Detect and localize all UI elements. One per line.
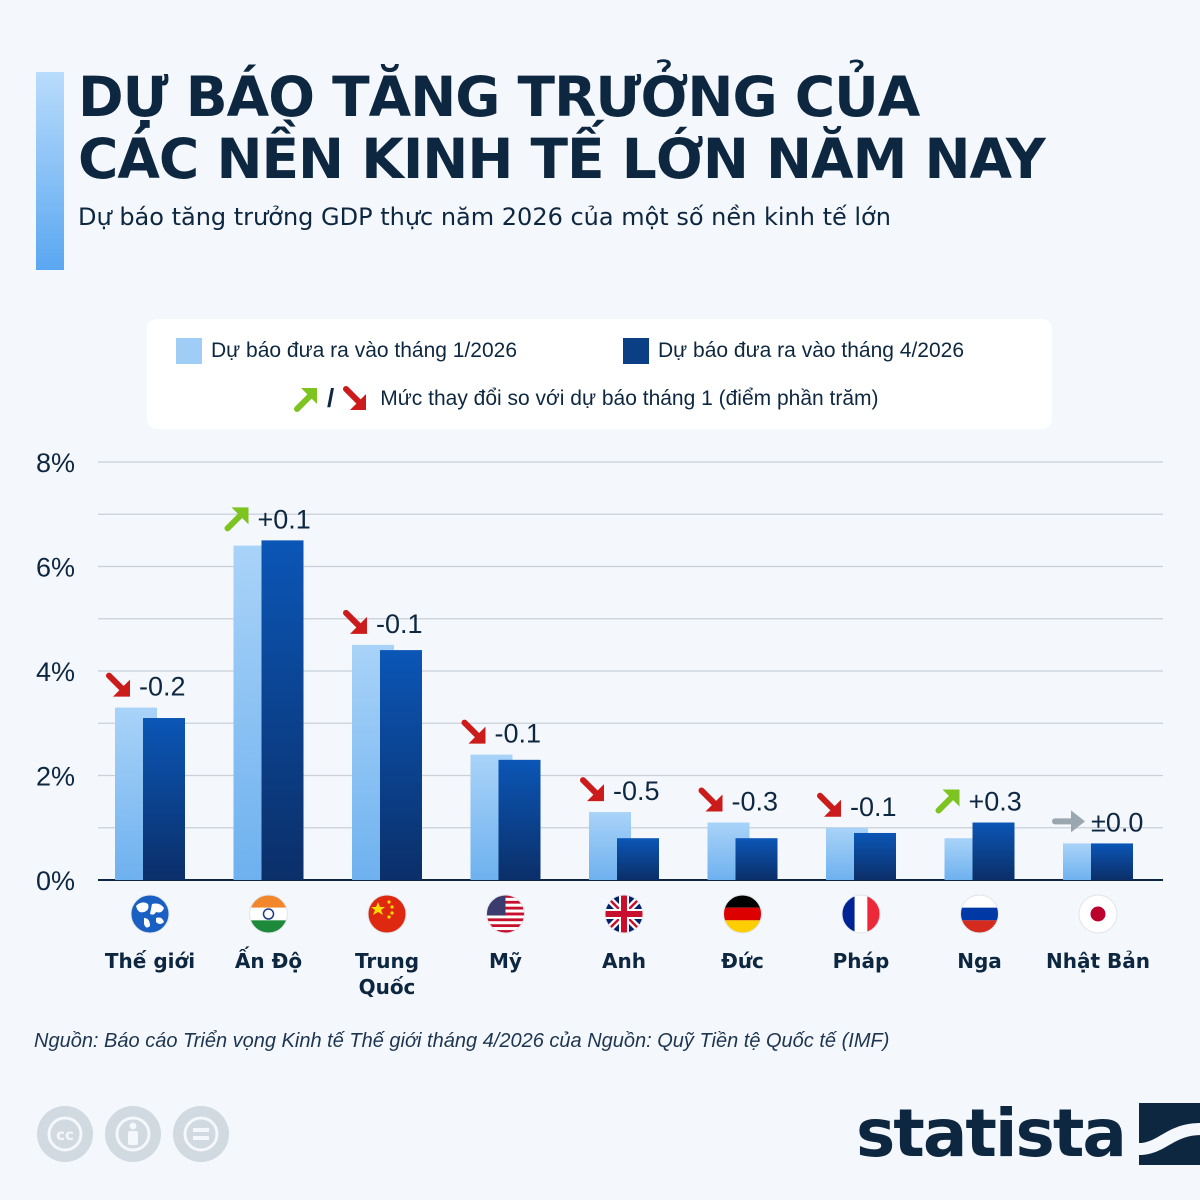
bar-apr-france xyxy=(854,832,896,880)
license-icons: cc xyxy=(37,1106,229,1162)
bar-apr-uk xyxy=(617,838,659,880)
change-arrow-down-icon xyxy=(580,777,604,802)
change-label: -0.1 xyxy=(495,719,542,749)
flag-russia-icon xyxy=(960,894,999,934)
category-label: Pháp xyxy=(833,949,890,973)
attribution-icon xyxy=(105,1106,161,1162)
change-label: -0.5 xyxy=(613,776,660,806)
y-tick-label: 6% xyxy=(36,553,75,583)
up-arrow-icon xyxy=(294,387,317,412)
change-arrow-down-icon xyxy=(106,672,130,697)
statista-logo: statista xyxy=(856,1095,1200,1172)
bar-apr-world xyxy=(143,718,185,880)
category-label: Ấn Độ xyxy=(235,947,302,973)
change-arrow-down-icon xyxy=(698,787,723,812)
legend-separator: / xyxy=(327,383,335,413)
legend: Dự báo đưa ra vào tháng 1/2026 Dự báo đư… xyxy=(147,319,1052,429)
legend-label-change: Mức thay đổi so với dự báo tháng 1 (điểm… xyxy=(380,386,879,410)
change-label: -0.2 xyxy=(139,672,186,702)
source-note: Nguồn: Báo cáo Triển vọng Kinh tế Thế gi… xyxy=(34,1030,890,1052)
accent-bar xyxy=(36,72,64,270)
change-arrow-down-icon xyxy=(461,719,486,744)
change-label: +0.3 xyxy=(969,787,1022,817)
change-arrow-neutral-icon xyxy=(1052,810,1085,833)
change-label: -0.3 xyxy=(732,787,779,817)
category-label: Đức xyxy=(721,949,764,973)
y-tick-label: 4% xyxy=(36,657,75,687)
category-label: Thế giới xyxy=(105,949,195,973)
change-label: ±0.0 xyxy=(1091,807,1143,837)
page-title: DỰ BÁO TĂNG TRƯỞNG CỦA CÁC NỀN KINH TẾ L… xyxy=(78,66,1168,190)
legend-swatch-apr xyxy=(623,338,649,364)
page-subtitle: Dự báo tăng trưởng GDP thực năm 2026 của… xyxy=(78,203,891,231)
down-arrow-icon xyxy=(343,385,367,410)
bar-apr-usa xyxy=(498,759,541,880)
category-label: Anh xyxy=(602,949,646,973)
flag-france-icon xyxy=(841,894,881,934)
legend-item-change: / Mức thay đổi so với dự báo tháng 1 (đi… xyxy=(291,383,879,414)
legend-label-apr: Dự báo đưa ra vào tháng 4/2026 xyxy=(658,339,964,362)
flag-india-icon xyxy=(249,894,288,934)
flag-germany-icon xyxy=(723,894,762,934)
category-label: Mỹ xyxy=(489,949,522,973)
y-tick-label: 8% xyxy=(36,448,75,478)
svg-text:cc: cc xyxy=(56,1126,74,1144)
legend-label-jan: Dự báo đưa ra vào tháng 1/2026 xyxy=(211,339,517,362)
y-tick-label: 2% xyxy=(36,762,75,792)
legend-item-jan: Dự báo đưa ra vào tháng 1/2026 xyxy=(176,338,517,364)
bar-apr-russia xyxy=(972,822,1015,880)
legend-swatch-jan xyxy=(176,338,202,364)
bar-chart: 0% 2% 4% 6% 8% -0.2 Thế giới +0.1 Ấn Độ -0.1 Trung… xyxy=(36,448,1163,999)
change-label: +0.1 xyxy=(258,504,311,534)
flag-japan-icon xyxy=(1078,894,1118,934)
flag-china-icon xyxy=(367,894,407,934)
no-derivatives-icon xyxy=(173,1106,229,1162)
creative-commons-icon: cc xyxy=(37,1106,93,1162)
change-label: -0.1 xyxy=(850,792,897,822)
change-label: -0.1 xyxy=(376,609,423,639)
bar-apr-india xyxy=(261,540,304,880)
statista-logo-text: statista xyxy=(856,1095,1127,1172)
change-arrow-down-icon xyxy=(343,609,367,634)
title-line-1: DỰ BÁO TĂNG TRƯỞNG CỦA xyxy=(78,65,920,129)
y-tick-label: 0% xyxy=(36,866,75,896)
flag-world-icon xyxy=(130,894,170,934)
title-line-2: CÁC NỀN KINH TẾ LỚN NĂM NAY xyxy=(78,127,1046,191)
statista-logo-mark-icon xyxy=(1138,1102,1200,1165)
bar-apr-germany xyxy=(735,838,778,880)
category-label: Nhật Bản xyxy=(1046,949,1150,973)
change-arrow-down-icon xyxy=(817,792,841,817)
bar-apr-china xyxy=(380,650,422,880)
bar-apr-japan xyxy=(1091,843,1133,880)
legend-item-apr: Dự báo đưa ra vào tháng 4/2026 xyxy=(623,338,964,364)
flag-uk-icon xyxy=(604,894,644,934)
change-arrow-up-icon xyxy=(935,789,960,814)
category-label: Trung Quốc xyxy=(355,949,419,999)
change-arrow-up-icon xyxy=(224,507,249,532)
category-label: Nga xyxy=(957,949,1002,973)
flag-usa-icon xyxy=(486,894,525,934)
